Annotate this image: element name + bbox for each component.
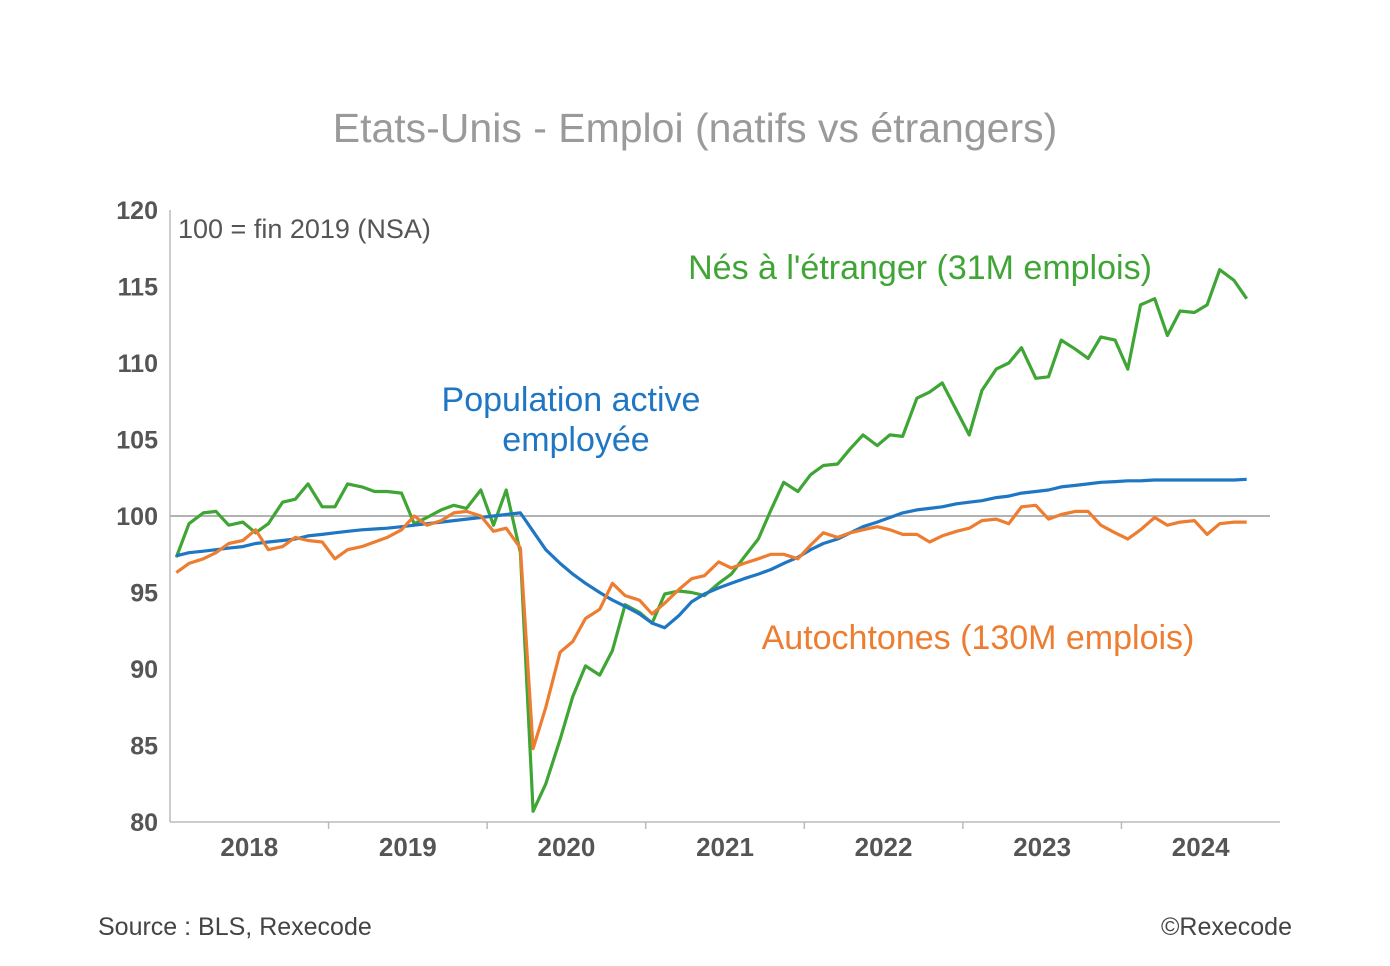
y-tick-label: 100 [116,503,158,531]
x-tick-label: 2022 [855,832,913,862]
y-tick-label: 105 [116,427,158,455]
x-tick-label: 2023 [1013,832,1071,862]
x-tick-label: 2020 [538,832,596,862]
copyright-note: ©Rexecode [1161,913,1292,941]
y-tick-label: 110 [118,350,158,378]
y-tick-label: 85 [130,733,158,761]
chart-note: 100 = fin 2019 (NSA) [178,214,431,244]
chart-title: Etats-Unis - Emploi (natifs vs étrangers… [332,105,1058,151]
series-label-total-line1: Population active [442,381,701,419]
y-tick-label: 80 [130,809,158,837]
x-tick-label: 2024 [1172,832,1230,862]
series-line-native [175,503,1247,751]
source-note: Source : BLS, Rexecode [98,913,372,941]
y-tick-label: 120 [116,197,158,225]
y-axis-ticks: 120 115 110 105 100 95 90 85 80 [116,197,158,837]
series-line-total [175,477,1247,630]
series-line-foreign [174,268,1249,813]
x-axis-ticks: 2018 2019 2020 2021 2022 2023 2024 [220,832,1230,862]
series-label-foreign: Nés à l'étranger (31M emplois) [688,249,1152,287]
y-tick-label: 90 [130,656,158,684]
x-tick-label: 2021 [696,832,754,862]
series-label-native: Autochtones (130M emplois) [762,619,1195,657]
series-label-total-line2: employée [502,421,649,459]
y-tick-label: 95 [130,580,158,608]
x-tick-label: 2019 [379,832,437,862]
axes [169,210,1280,829]
y-tick-label: 115 [118,274,158,302]
x-tick-label: 2018 [220,832,278,862]
series-lines [174,268,1249,813]
